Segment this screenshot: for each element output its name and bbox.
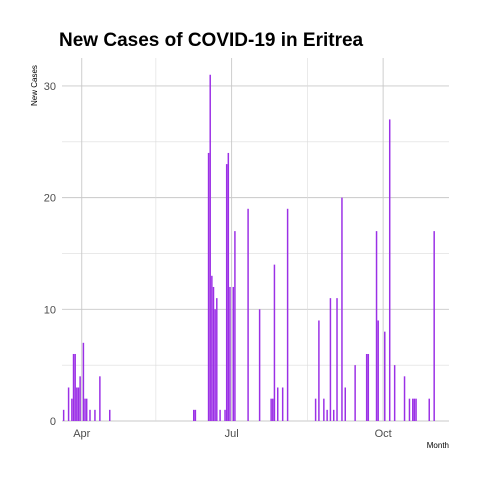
bar [216,298,218,421]
bar [428,398,430,421]
x-axis-label: Month [427,441,449,450]
bar [323,398,325,421]
bar [67,387,70,421]
bar [209,74,211,421]
bar [365,353,368,421]
bar [412,398,414,421]
bar [194,409,197,421]
bar [229,286,231,421]
bar [211,275,213,421]
bar [227,152,230,421]
bar [354,365,356,421]
bar [336,298,338,421]
bar [247,208,249,421]
bar [219,409,221,421]
bar [207,152,210,421]
bar [375,231,378,421]
bar [71,398,73,421]
bar [225,164,228,421]
bar [413,398,416,421]
bar [89,409,91,421]
bar [377,320,379,421]
bar [79,376,81,421]
bar [433,231,435,421]
bar [367,353,370,421]
bar [403,376,406,421]
y-tick-label: 30 [44,81,56,93]
grid [62,58,449,422]
bar [344,387,346,421]
bar [276,387,279,421]
bar [82,342,85,421]
bar [109,409,111,421]
bar [62,409,65,421]
bar [318,320,320,421]
tick-labels: 0 10 20 30 Apr Jul Oct [44,81,392,440]
bar [384,331,386,421]
bar [234,231,236,421]
bar [286,208,289,421]
y-axis-label: New Cases [30,65,39,106]
bar [273,264,276,421]
bar [212,286,215,421]
bars [62,74,435,421]
bar [74,353,76,421]
bar [281,387,284,421]
bar [99,376,101,421]
bar [224,409,226,421]
bar [214,309,216,421]
y-tick-label: 0 [50,416,56,428]
y-tick-label: 20 [44,193,56,205]
bar [415,398,417,421]
y-tick-label: 10 [44,304,56,316]
bar [314,398,317,421]
chart-title: New Cases of COVID-19 in Eritrea [59,30,364,51]
bar [326,409,328,421]
bar [72,353,75,421]
bar [85,398,88,421]
bar [270,398,272,421]
bar [388,119,391,421]
bar [341,197,343,421]
bar [77,387,80,421]
bar [94,409,96,421]
bar [84,398,86,421]
bar [329,298,332,421]
bar [332,409,335,421]
x-tick-label: Oct [375,428,392,440]
bar [408,398,411,421]
bar [193,409,195,421]
bar [232,286,235,421]
x-tick-label: Jul [225,428,239,440]
bar [272,398,274,421]
bar [393,365,396,421]
x-tick-label: Apr [73,428,90,440]
bar [258,309,261,421]
bar [76,387,78,421]
